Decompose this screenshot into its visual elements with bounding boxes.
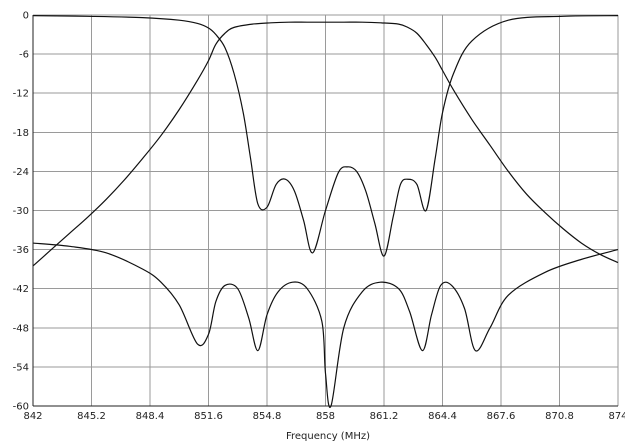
y-tick-label: 0 (23, 11, 29, 22)
series-line-1 (32, 21, 619, 267)
x-tick-label: 842 (23, 411, 42, 422)
y-tick-label: -54 (13, 362, 29, 373)
x-tick-label: 864.4 (428, 411, 457, 422)
y-tick-label: -24 (13, 167, 29, 178)
x-axis-label: Frequency (MHz) (286, 431, 370, 441)
x-tick-label: 861.2 (370, 411, 399, 422)
series-line-2 (32, 15, 619, 257)
y-tick-label: -6 (19, 50, 29, 61)
x-tick-label: 867.6 (487, 411, 516, 422)
y-tick-label: -18 (13, 128, 29, 139)
traces (32, 15, 619, 408)
x-tick-label: 848.4 (136, 411, 165, 422)
x-tick-label: 845.2 (77, 411, 106, 422)
axes (32, 15, 618, 407)
tick-labels: 842 845.2 848.4 851.6 854.8 858 861.2 864.4 867.… (13, 11, 625, 423)
y-tick-label: -60 (13, 402, 29, 413)
y-tick-label: -12 (13, 89, 29, 100)
y-tick-label: -48 (13, 323, 29, 334)
series-line-3 (32, 242, 619, 408)
x-tick-label: 870.8 (545, 411, 574, 422)
y-tick-label: -30 (13, 206, 29, 217)
x-tick-label: 858 (316, 411, 335, 422)
x-tick-label: 874 (608, 411, 625, 422)
y-tick-label: -36 (13, 245, 29, 256)
x-tick-label: 851.6 (194, 411, 223, 422)
y-tick-label: -42 (13, 284, 29, 295)
x-tick-label: 854.8 (253, 411, 282, 422)
